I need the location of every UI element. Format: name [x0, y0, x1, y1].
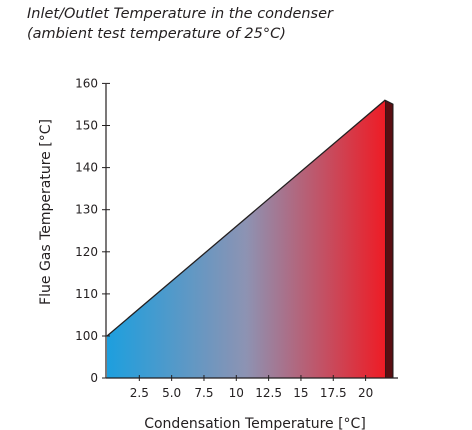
x-tick-label-15: 15 — [293, 386, 308, 400]
y-axis-title: Flue Gas Temperature [°C] — [38, 119, 54, 305]
chart-title: Inlet/Outlet Temperature in the condense… — [27, 6, 333, 22]
area-fill — [107, 100, 385, 379]
y-tick-label-110: 110 — [75, 287, 98, 301]
x-tick-label-2.5: 2.5 — [130, 386, 149, 400]
x-axis-title: Condensation Temperature [°C] — [144, 416, 366, 430]
x-tick-label-17.5: 17.5 — [320, 386, 347, 400]
x-tick-label-12.5: 12.5 — [255, 386, 282, 400]
y-tick-label-100: 100 — [75, 329, 98, 343]
y-tick-label-150: 150 — [75, 119, 98, 133]
x-tick-label-7.5: 7.5 — [194, 386, 213, 400]
y-tick-label-140: 140 — [75, 161, 98, 175]
area-side-face — [384, 99, 394, 379]
x-tick-label-10: 10 — [229, 386, 244, 400]
x-tick-label-5.0: 5.0 — [162, 386, 181, 400]
chart-subtitle: (ambient test temperature of 25°C) — [27, 26, 286, 42]
y-tick-label-130: 130 — [75, 203, 98, 217]
series-line — [106, 99, 386, 337]
chart-title-block: Inlet/Outlet Temperature in the condense… — [27, 4, 333, 44]
x-tick-label-20: 20 — [358, 386, 373, 400]
y-tick-label-120: 120 — [75, 245, 98, 259]
y-tick-label-160: 160 — [75, 76, 98, 90]
series-line-cap — [384, 99, 394, 105]
y-tick-label-0: 0 — [90, 371, 98, 385]
